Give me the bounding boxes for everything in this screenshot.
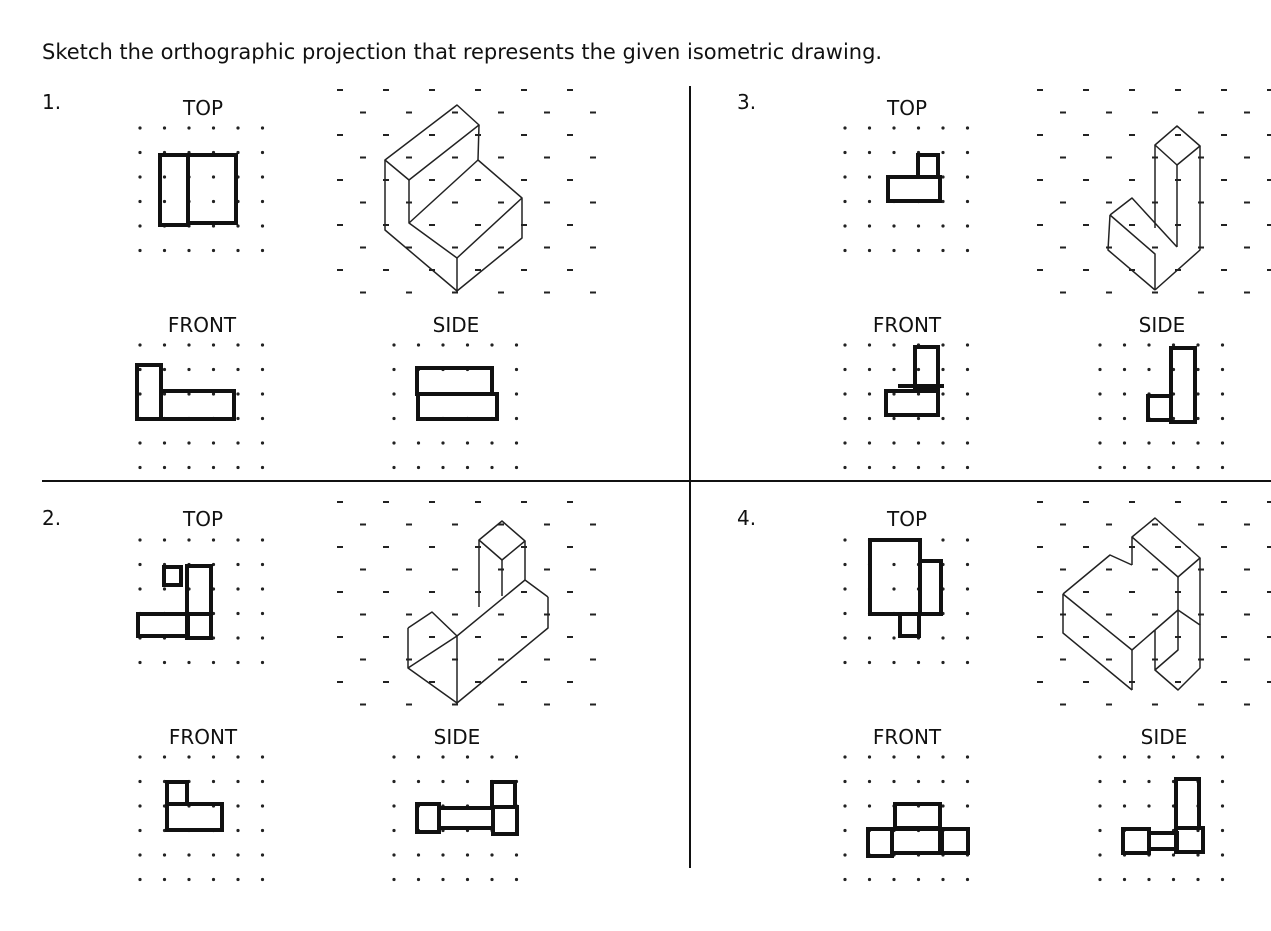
- p1-top-rect-left: [158, 153, 190, 227]
- problem-4-front-label: FRONT: [872, 725, 942, 749]
- problem-3-isometric: [1107, 125, 1201, 291]
- problem-2-top-label: TOP: [182, 507, 224, 531]
- p3-top-rect-small: [916, 153, 940, 179]
- problem-1-views: [135, 153, 499, 421]
- p2-top-rect-wide: [136, 612, 190, 638]
- p2-side-rect-left: [415, 802, 441, 834]
- p4-front-rect-right: [940, 827, 970, 855]
- p3-front-rect-tall: [913, 345, 940, 389]
- problem-3-side-label: SIDE: [1138, 313, 1186, 337]
- problem-2-front-label: FRONT: [168, 725, 238, 749]
- problem-4-isometric: [1062, 517, 1201, 691]
- p1-front-rect-tall: [135, 363, 163, 421]
- problem-2-views: [136, 564, 519, 836]
- p1-top-rect-right: [186, 153, 238, 225]
- problem-4-number: 4.: [737, 506, 757, 530]
- problem-3-number: 3.: [737, 90, 757, 114]
- p2-side-rect-right: [491, 805, 519, 836]
- p2-front-rect-long: [165, 802, 224, 832]
- p1-side-rect-lower: [416, 392, 499, 421]
- instructions: Sketch the orthographic projection that …: [42, 40, 883, 64]
- p4-side-rect-left: [1121, 827, 1151, 855]
- problem-2-number: 2.: [42, 506, 62, 530]
- problem-4-top-label: TOP: [886, 507, 928, 531]
- p3-side-rect-tall: [1169, 346, 1197, 424]
- problem-4-views: [866, 538, 1205, 858]
- problem-2-isometric: [407, 520, 549, 704]
- problem-1-number: 1.: [42, 90, 62, 114]
- problem-3-top-label: TOP: [886, 96, 928, 120]
- p1-side-rect-upper: [415, 366, 494, 396]
- p2-top-rect-small: [162, 565, 183, 587]
- dot-grids: [138, 89, 1271, 882]
- p4-side-rect-middle: [1147, 831, 1179, 851]
- p1-front-rect-long: [159, 389, 236, 421]
- p2-front-rect-small: [165, 780, 189, 806]
- problem-1-front-label: FRONT: [167, 313, 237, 337]
- p3-side-rect-small: [1146, 394, 1173, 422]
- problem-2-side-label: SIDE: [433, 725, 481, 749]
- p4-top-rect-bottom: [898, 612, 921, 638]
- problem-4-side-label: SIDE: [1140, 725, 1188, 749]
- p4-side-rect-right: [1174, 826, 1205, 854]
- p4-front-rect-top: [893, 802, 942, 830]
- problem-1-side-label: SIDE: [432, 313, 480, 337]
- p3-front-rect-wide: [884, 389, 940, 417]
- problem-1-top-label: TOP: [182, 96, 224, 120]
- problem-3-views: [884, 153, 1197, 424]
- p4-top-rect-large: [868, 538, 922, 616]
- p4-top-rect-side: [918, 559, 943, 616]
- p2-top-rect-corner: [185, 612, 213, 640]
- p2-top-rect-tall: [185, 564, 213, 616]
- p2-side-rect-middle: [437, 806, 495, 830]
- p4-front-rect-middle: [890, 827, 942, 855]
- problem-1-isometric: [384, 104, 523, 292]
- problem-3-front-label: FRONT: [872, 313, 942, 337]
- p3-top-rect-wide: [886, 175, 942, 203]
- p4-front-rect-left: [866, 827, 894, 858]
- p4-side-rect-tall: [1174, 777, 1201, 830]
- p2-side-rect-top: [490, 780, 517, 809]
